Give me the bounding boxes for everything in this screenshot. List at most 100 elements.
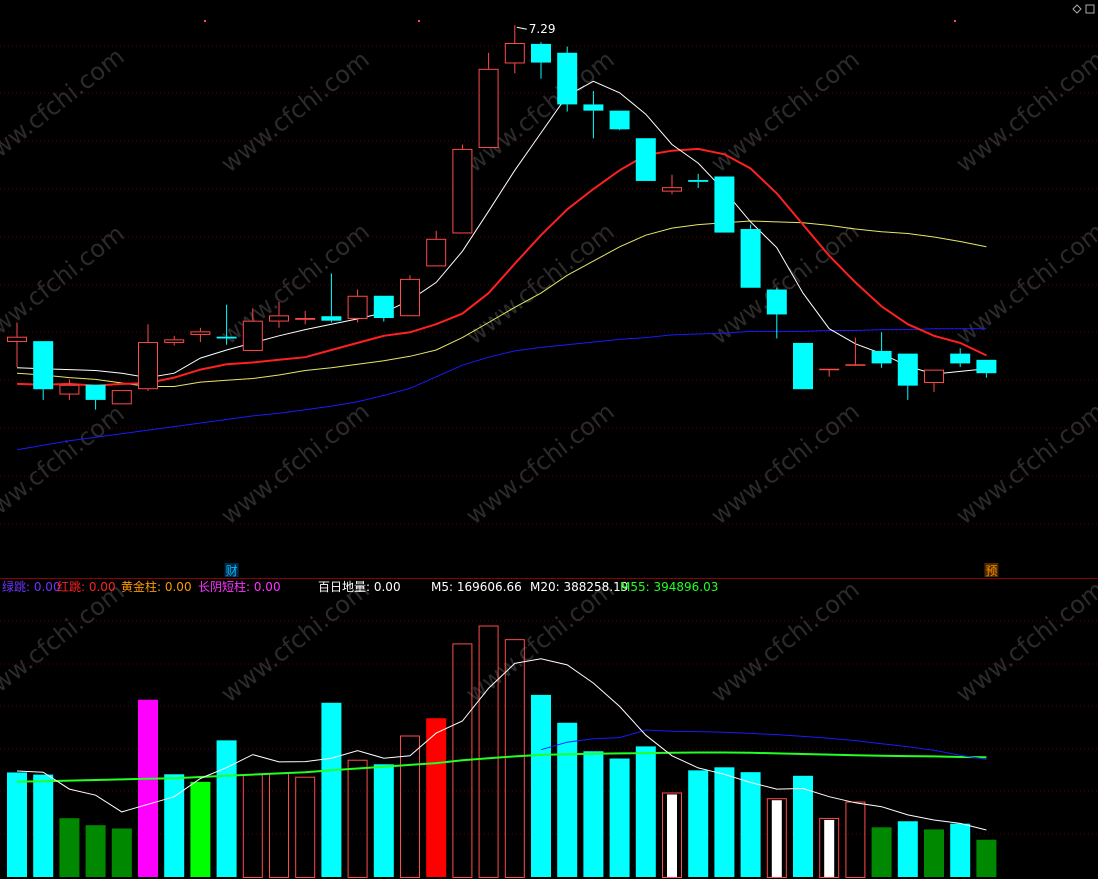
volume-bar: [740, 772, 761, 877]
watermark-text: www.cfchi.com: [216, 575, 375, 708]
top-marker-dot: [954, 20, 956, 22]
candle: [504, 25, 525, 74]
candle: [478, 52, 499, 149]
candle: [819, 368, 840, 377]
peak-price-label: 7.29: [529, 22, 556, 36]
volume-bar: [269, 773, 289, 878]
candle: [557, 46, 578, 112]
top-marker-dot: [204, 20, 206, 22]
volume-bar-core: [824, 819, 835, 877]
volume-bar: [635, 746, 656, 877]
volume-bar: [583, 751, 604, 877]
m55-line: [16, 751, 987, 783]
candle: [766, 287, 787, 339]
volume-bar: [7, 772, 27, 877]
candle: [85, 384, 106, 410]
peak-leader-line: [516, 26, 527, 30]
candle-body: [426, 238, 447, 267]
candle-body: [33, 341, 54, 390]
candle: [950, 348, 971, 367]
candle-body: [740, 229, 761, 288]
volume-bar: [426, 718, 447, 877]
candle-body: [59, 384, 80, 395]
volume-bar: [111, 828, 132, 877]
volume-bar-core: [771, 800, 782, 877]
candle-body: [400, 278, 420, 317]
candle-body: [85, 384, 106, 400]
candle-body: [714, 176, 735, 233]
volume-bar: [897, 821, 918, 877]
volume-bar: [793, 775, 813, 877]
candle-body: [452, 148, 473, 234]
candle-body: [216, 336, 237, 339]
candle: [531, 42, 551, 79]
price-moving-averages: [16, 80, 987, 451]
legend-item: M20: 388258.19: [530, 580, 628, 594]
candle-body: [819, 368, 840, 371]
candlestick-series: [7, 25, 997, 410]
volume-bar: [766, 798, 787, 878]
candle: [845, 337, 866, 366]
candle: [33, 341, 54, 400]
candle: [871, 332, 892, 368]
square-icon[interactable]: [1085, 4, 1095, 14]
candle: [583, 91, 604, 139]
volume-bar: [609, 758, 630, 877]
top-right-controls[interactable]: [1072, 4, 1095, 14]
candle-body: [321, 316, 342, 321]
m5-line: [16, 658, 987, 831]
candle-body: [531, 43, 551, 63]
volume-bar: [190, 781, 211, 877]
watermark-text: www.cfchi.com: [461, 397, 620, 530]
volume-bar: [924, 829, 944, 877]
volume-bar: [504, 639, 525, 879]
volume-bar-core: [667, 794, 677, 877]
candle-body: [373, 295, 394, 319]
volume-bar: [557, 722, 578, 877]
event-marker-label: 预: [985, 564, 997, 578]
volume-bar: [950, 823, 971, 877]
candle-body: [557, 52, 578, 105]
candle-body: [950, 353, 971, 364]
price-annotations: 7.29: [516, 22, 556, 36]
diamond-icon[interactable]: [1072, 4, 1082, 14]
legend-item: 百日地量: 0.00: [318, 580, 401, 594]
watermark-text: www.cfchi.com: [216, 45, 375, 178]
legend-item: 红跳: 0.00: [57, 579, 116, 594]
volume-bar: [321, 702, 342, 877]
event-marker: 预: [984, 563, 999, 578]
legend-item: 长阴短柱: 0.00: [198, 579, 281, 594]
candle-body: [635, 138, 656, 181]
candle: [7, 322, 27, 367]
watermark-text: www.cfchi.com: [0, 399, 130, 532]
candle: [164, 335, 185, 346]
volume-bar: [85, 825, 106, 877]
candle: [426, 230, 447, 267]
candle: [609, 110, 630, 131]
candle-body: [269, 315, 289, 322]
event-marker-label: 财: [226, 564, 238, 578]
volume-bar: [531, 694, 551, 877]
volume-bar: [845, 801, 866, 878]
candle-body: [164, 339, 185, 343]
watermark-text: www.cfchi.com: [216, 217, 375, 350]
watermark-text: www.cfchi.com: [0, 577, 130, 710]
volume-bar: [688, 770, 709, 877]
legend-item: 黄金柱: 0.00: [121, 579, 192, 594]
volume-bar: [871, 827, 892, 877]
candle-body: [871, 350, 892, 364]
volume-bar: [59, 818, 80, 877]
candle: [400, 275, 420, 317]
volume-bar: [164, 774, 185, 877]
candle-body: [7, 336, 27, 343]
candle: [59, 379, 80, 400]
candle-body: [766, 289, 787, 315]
watermark-text: www.cfchi.com: [706, 397, 865, 530]
event-markers: 财预: [224, 563, 999, 578]
candle: [662, 174, 682, 195]
watermark-text: www.cfchi.com: [951, 575, 1098, 708]
watermark-text: www.cfchi.com: [706, 575, 865, 708]
candle: [714, 176, 735, 233]
volume-bar: [242, 774, 263, 879]
candle-body: [138, 342, 158, 390]
